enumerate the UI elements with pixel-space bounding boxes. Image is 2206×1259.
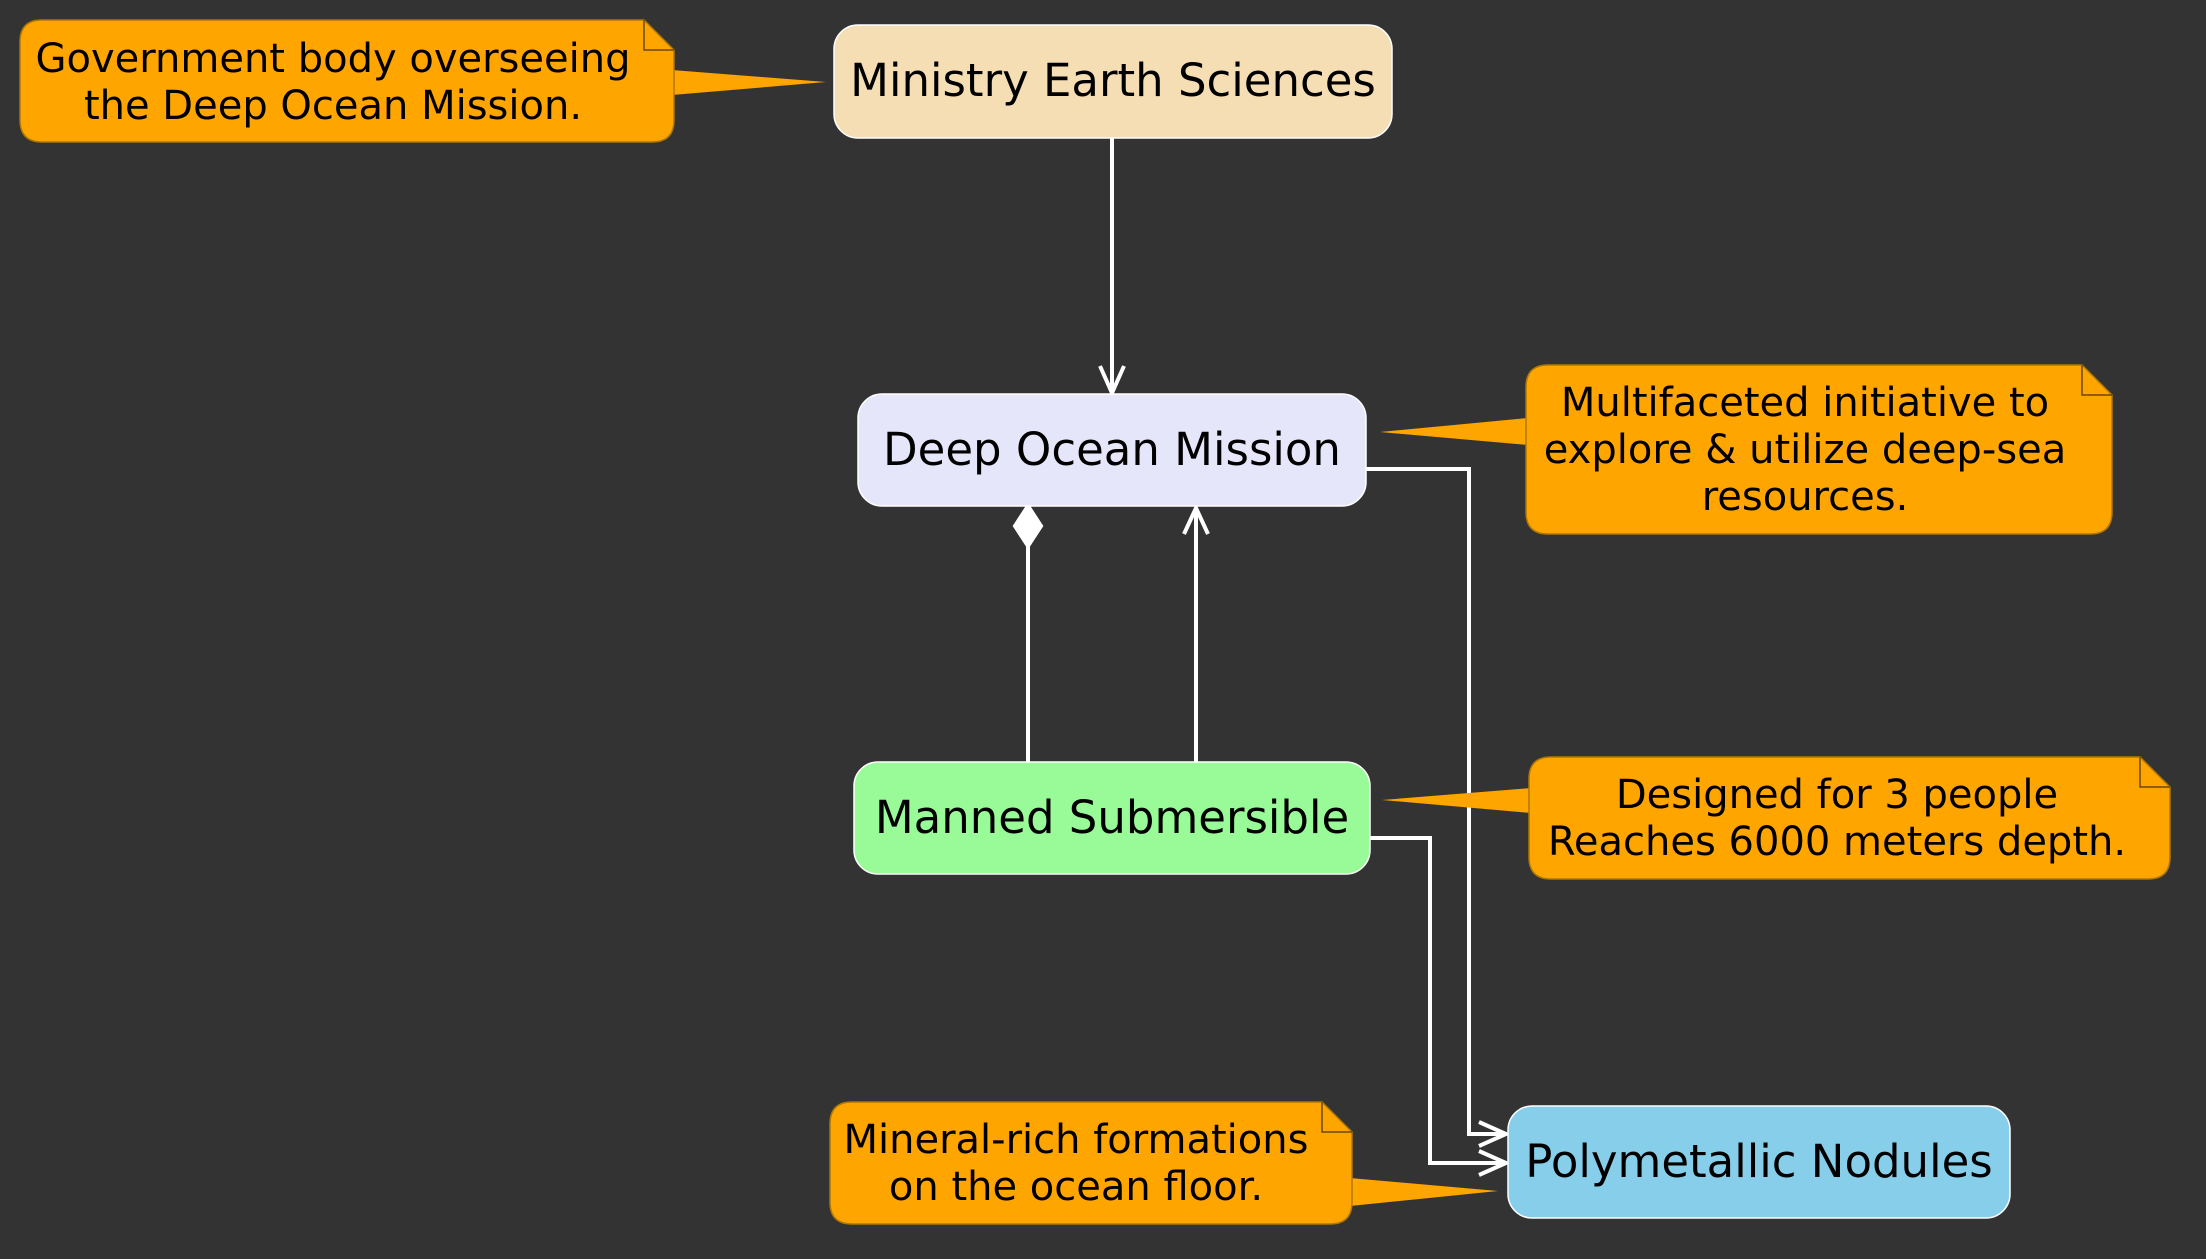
note-box bbox=[829, 1101, 1353, 1225]
node-label: Deep Ocean Mission bbox=[883, 423, 1341, 476]
note-connectors bbox=[672, 70, 1531, 1206]
edge-submersible-to-mission[interactable] bbox=[1182, 503, 1210, 762]
note-connector-submersible bbox=[1382, 788, 1531, 813]
note-fold bbox=[643, 20, 674, 51]
edges bbox=[1012, 138, 1511, 1177]
note-mission-line-3: resources. bbox=[1702, 474, 1909, 520]
arrowhead-open bbox=[1098, 365, 1126, 398]
node-ministry-earth-sciences[interactable]: Ministry Earth Sciences bbox=[833, 24, 1393, 139]
note-fold bbox=[2139, 757, 2170, 788]
note-connector-ministry bbox=[672, 70, 826, 95]
node-box bbox=[857, 393, 1367, 507]
node-manned-submersible[interactable]: Manned Submersible bbox=[853, 761, 1371, 875]
note-connector-mission bbox=[1380, 418, 1528, 445]
note-mission-line-2: explore & utilize deep-sea bbox=[1544, 427, 2066, 473]
edge-ministry-to-mission[interactable] bbox=[1098, 138, 1126, 398]
arrowhead-open bbox=[1478, 1120, 1511, 1148]
note-box bbox=[1525, 364, 2113, 535]
note-box bbox=[1528, 756, 2171, 880]
note-box bbox=[19, 19, 675, 143]
edge-submersible-composition-mission[interactable] bbox=[1012, 502, 1044, 762]
node-label: Polymetallic Nodules bbox=[1525, 1135, 1992, 1188]
note-nodules-line-2: on the ocean floor. bbox=[889, 1164, 1263, 1210]
node-label: Ministry Earth Sciences bbox=[850, 54, 1376, 107]
note-submersible-line-2: Reaches 6000 meters depth. bbox=[1548, 819, 2126, 865]
node-box bbox=[853, 761, 1371, 875]
note-nodules-line-1: Mineral-rich formations bbox=[844, 1117, 1309, 1163]
node-polymetallic-nodules[interactable]: Polymetallic Nodules bbox=[1507, 1105, 2011, 1219]
note-mission-line-1: Multifaceted initiative to bbox=[1561, 380, 2049, 426]
note-fold bbox=[1321, 1102, 1352, 1133]
edge-submersible-to-nodules[interactable] bbox=[1370, 836, 1511, 1177]
note-nodules: Mineral-rich formations on the ocean flo… bbox=[829, 1101, 1353, 1225]
composition-diamond bbox=[1012, 502, 1044, 550]
node-label: Manned Submersible bbox=[875, 791, 1349, 844]
arrowhead-open bbox=[1182, 503, 1210, 535]
note-ministry-line-2: the Deep Ocean Mission. bbox=[84, 83, 582, 129]
note-ministry: Government body overseeing the Deep Ocea… bbox=[19, 19, 675, 143]
node-box bbox=[833, 24, 1393, 139]
note-submersible-line-1: Designed for 3 people bbox=[1616, 772, 2058, 818]
node-box bbox=[1507, 1105, 2011, 1219]
note-submersible: Designed for 3 people Reaches 6000 meter… bbox=[1528, 756, 2171, 880]
note-mission: Multifaceted initiative to explore & uti… bbox=[1525, 364, 2113, 535]
note-connector-nodules bbox=[1350, 1178, 1498, 1206]
note-fold bbox=[2081, 365, 2112, 396]
node-deep-ocean-mission[interactable]: Deep Ocean Mission bbox=[857, 393, 1367, 507]
arrowhead-open bbox=[1478, 1149, 1511, 1177]
note-ministry-line-1: Government body overseeing bbox=[36, 36, 631, 82]
